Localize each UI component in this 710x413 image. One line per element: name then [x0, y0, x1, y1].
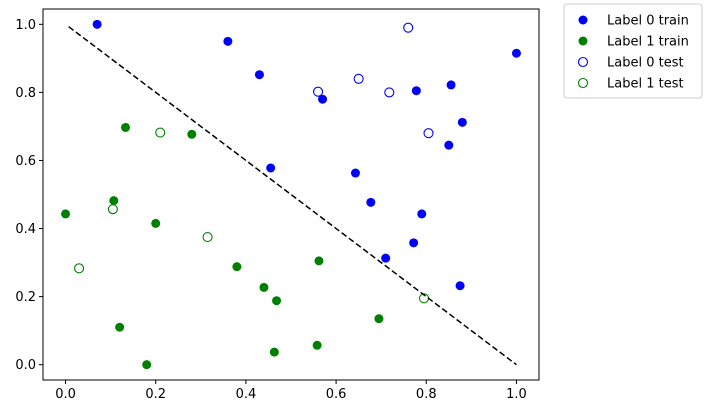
data-point: [318, 94, 328, 104]
data-point: [202, 232, 213, 243]
legend-label: Label 1 train: [607, 35, 689, 50]
data-point: [107, 204, 118, 215]
decision-boundary-line: [68, 26, 517, 366]
data-point: [409, 238, 419, 248]
data-point: [457, 117, 467, 127]
data-point: [312, 340, 322, 350]
data-point: [187, 129, 197, 139]
data-point: [121, 122, 131, 132]
data-point: [155, 127, 166, 138]
y-axis-ticks: 0.0 0.2 0.4 0.6 0.8 1.0: [15, 18, 43, 373]
legend-label: Label 0 test: [607, 56, 684, 71]
y-tick-label: 0.2: [15, 290, 36, 305]
data-point: [254, 70, 264, 80]
legend: Label 0 train Label 1 train Label 0 test La…: [563, 3, 703, 99]
data-point: [151, 218, 161, 228]
data-point: [312, 86, 324, 97]
data-point: [446, 80, 456, 90]
legend-label: Label 1 test: [607, 77, 684, 92]
data-point: [353, 73, 364, 84]
data-point: [142, 360, 152, 370]
data-point: [269, 347, 279, 357]
x-tick-label: 0.2: [145, 387, 166, 402]
data-point: [374, 314, 384, 324]
legend-label: Label 0 train: [607, 14, 689, 29]
y-tick-label: 0.8: [15, 86, 36, 101]
y-tick-label: 0.0: [15, 358, 36, 373]
data-point: [272, 296, 282, 306]
data-point: [74, 263, 85, 274]
legend-marker: [577, 56, 589, 68]
data-point: [266, 163, 276, 173]
data-point: [384, 87, 395, 98]
legend-marker: [578, 15, 588, 25]
data-point: [61, 209, 71, 219]
legend-marker: [577, 77, 589, 89]
data-point: [411, 86, 421, 96]
data-point: [115, 322, 125, 332]
data-point: [314, 256, 324, 266]
data-point: [350, 168, 360, 178]
data-point: [511, 48, 521, 58]
x-tick-label: 1.0: [506, 387, 527, 402]
data-point: [259, 282, 269, 292]
data-point: [109, 196, 119, 206]
data-point: [232, 262, 242, 272]
data-point: [423, 128, 434, 139]
legend-box: [563, 3, 703, 99]
data-point: [366, 197, 376, 207]
x-axis-ticks: 0.0 0.2 0.4 0.6 0.8 1.0: [55, 380, 527, 402]
data-point: [417, 209, 427, 219]
legend-marker: [578, 36, 588, 46]
data-point: [403, 22, 414, 33]
data-point: [381, 253, 391, 263]
data-point: [92, 19, 102, 29]
y-tick-label: 0.4: [15, 222, 36, 237]
x-tick-label: 0.8: [416, 387, 437, 402]
y-tick-label: 0.6: [15, 154, 36, 169]
x-tick-label: 0.4: [236, 387, 257, 402]
data-point: [223, 36, 233, 46]
y-tick-label: 1.0: [15, 18, 36, 33]
plot-marks: [61, 19, 521, 370]
data-point: [444, 140, 454, 150]
data-point: [455, 281, 465, 291]
axes-frame: [42, 8, 540, 381]
x-tick-label: 0.0: [55, 387, 76, 402]
x-tick-label: 0.6: [326, 387, 347, 402]
